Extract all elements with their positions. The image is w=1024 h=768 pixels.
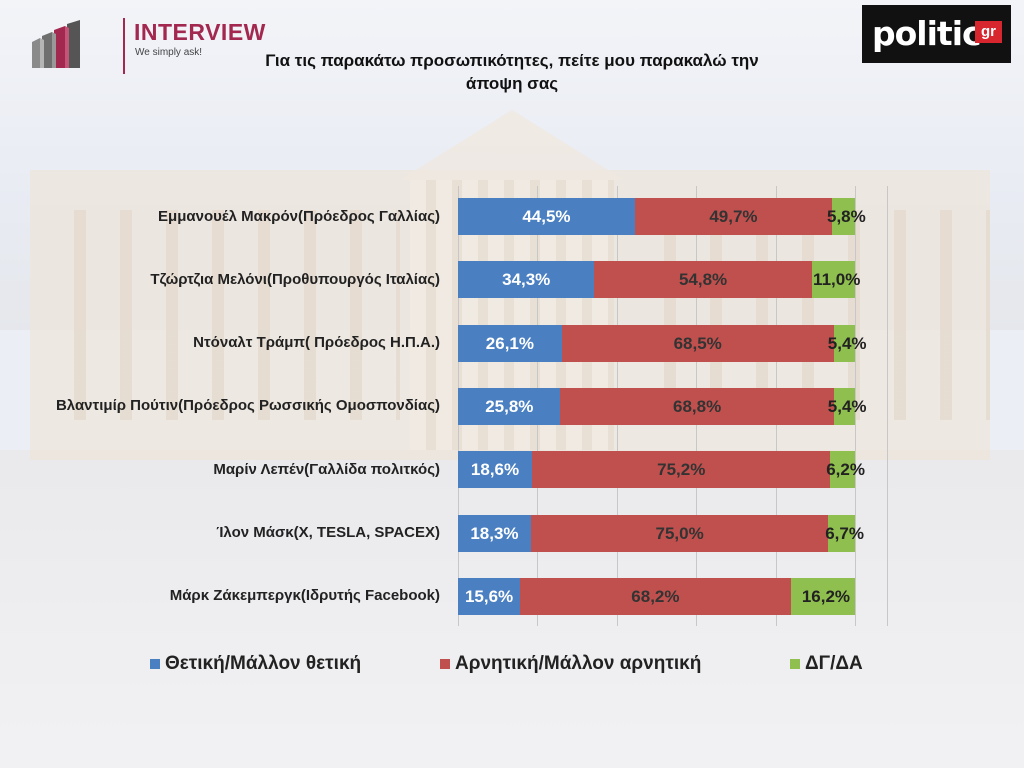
bar-segment: [560, 387, 834, 425]
bar-segment: [830, 451, 855, 489]
bar-segment: [458, 451, 532, 489]
bar-segment: [519, 577, 791, 615]
legend-label: Θετική/Μάλλον θετική: [165, 653, 362, 674]
data-label: 68,2%: [631, 586, 680, 606]
data-label: 6,7%: [825, 523, 864, 543]
bar-segment: [458, 387, 561, 425]
category-label: Εμμανουέλ Μακρόν(Πρόεδρος Γαλλίας): [158, 208, 440, 225]
data-label: 18,3%: [470, 523, 519, 543]
data-label: 5,4%: [827, 333, 867, 353]
data-label: 49,7%: [709, 207, 758, 226]
bar-segment: [530, 514, 829, 552]
data-label: 5,8%: [826, 207, 866, 226]
category-label: Μάρκ Ζάκεμπεργκ(Ιδρυτής Facebook): [169, 587, 440, 604]
politic-logo-suffix: gr: [975, 21, 1002, 43]
data-label: 11,0%: [813, 270, 861, 290]
bar-segment: [458, 324, 562, 362]
bar-segment: [811, 261, 856, 299]
bar-segment: [790, 577, 855, 615]
bar-segment: [831, 198, 855, 235]
legend-swatch: [790, 659, 800, 669]
data-label: 6,2%: [826, 460, 865, 480]
data-label: 26,1%: [485, 333, 534, 353]
data-label: 44,5%: [522, 207, 571, 226]
interview-logo-tagline: We simply ask!: [135, 47, 203, 58]
category-label: Τζώρτζια Μελόνι(Προθυπουργός Ιταλίας): [150, 271, 440, 288]
politic-logo-word: politic: [872, 14, 982, 53]
politic-logo: politic gr: [862, 5, 1011, 63]
gridline: [855, 186, 856, 626]
interview-logo: INTERVIEW We simply ask!: [32, 10, 265, 74]
bar-graph-icon: [32, 20, 80, 68]
legend-swatch: [150, 659, 160, 669]
data-label: 68,5%: [673, 333, 722, 353]
interview-logo-name: INTERVIEW: [134, 19, 266, 45]
bar-segment: [458, 514, 531, 552]
bar-segment: [458, 261, 595, 299]
bar-segment: [833, 324, 855, 362]
data-label: 75,0%: [655, 523, 704, 543]
bar-segment: [594, 261, 812, 299]
category-label: Ντόναλτ Τράμπ( Πρόεδρος Η.Π.Α.): [193, 334, 440, 351]
bar-segment: [634, 198, 832, 235]
legend-swatch: [440, 659, 450, 669]
category-label: Βλαντιμίρ Πούτιν(Πρόεδρος Ρωσσικής Ομοσπ…: [55, 397, 440, 414]
bar-segment: [458, 198, 635, 235]
category-label: Μαρίν Λεπέν(Γαλλίδα πολιτκός): [213, 461, 440, 478]
bar-segment: [833, 387, 855, 425]
data-label: 75,2%: [657, 460, 706, 480]
data-label: 18,6%: [470, 460, 520, 480]
data-label: 15,6%: [464, 586, 514, 606]
bar-segment: [458, 577, 520, 615]
chart-legend: Θετική/Μάλλον θετική Αρνητική/Μάλλον αρνη…: [150, 650, 890, 678]
data-label: 68,8%: [672, 396, 722, 416]
bar-segment: [828, 514, 855, 552]
data-label: 54,8%: [678, 270, 728, 290]
legend-label: Αρνητική/Μάλλον αρνητική: [455, 653, 702, 674]
data-label: 25,8%: [485, 396, 534, 416]
data-label: 16,2%: [801, 586, 851, 606]
gridline: [887, 186, 888, 626]
chart-title: Για τις παρακάτω προσωπικότητες, πείτε μ…: [265, 51, 759, 93]
data-label: 5,4%: [827, 396, 867, 416]
bar-segment: [561, 324, 834, 362]
bar-segment: [531, 451, 831, 489]
category-label: Ίλον Μάσκ(Χ, TESLA, SPACEX): [216, 524, 440, 541]
data-label: 34,3%: [502, 270, 551, 290]
legend-label: ΔΓ/ΔΑ: [805, 653, 863, 674]
